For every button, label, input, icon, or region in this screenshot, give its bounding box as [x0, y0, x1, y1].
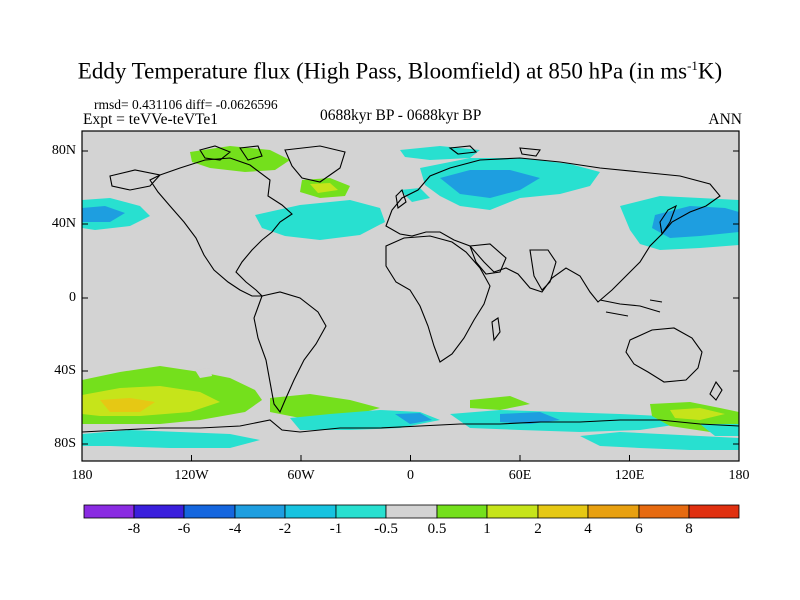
ytick-label: 0 — [69, 290, 76, 305]
anomaly-fields — [82, 146, 739, 450]
colorbar-label: -0.5 — [374, 521, 398, 537]
anomaly-yellow-natl — [310, 183, 338, 193]
colorbar-label: -4 — [228, 521, 242, 537]
anomaly-blue-npac-e — [652, 206, 739, 238]
coast-japan — [659, 204, 678, 236]
anomaly-green-arctic — [190, 146, 290, 172]
anomaly-green-so-patch — [150, 372, 178, 384]
coast-antarctica — [82, 419, 739, 433]
colorbar-label: -8 — [127, 521, 141, 537]
coast-new-zealand — [709, 380, 723, 401]
colorbar-label: -6 — [177, 521, 191, 537]
ytick-label: 80S — [54, 436, 76, 451]
colorbar-bin-10 — [587, 504, 640, 519]
colorbar-label: -2 — [278, 521, 292, 537]
coast-alaska — [109, 169, 162, 191]
coast-uk — [395, 188, 407, 209]
colorbar-label: 1 — [483, 521, 491, 537]
xtick-label: 120W — [174, 468, 209, 483]
ytick-label: 40S — [54, 363, 76, 378]
xtick-label: 180 — [728, 468, 750, 483]
colorbar-label: 4 — [584, 521, 592, 537]
x-ticks — [81, 455, 740, 461]
colorbar-label: 6 — [635, 521, 643, 537]
coast-madagascar — [491, 317, 501, 342]
xtick-label: 60W — [287, 468, 315, 483]
anomaly-cyan-so-far-e — [700, 424, 739, 436]
anomaly-cyan-arctic-top — [400, 146, 480, 160]
xtick-label: 120E — [614, 468, 645, 483]
colorbar-bin-1 — [133, 504, 185, 519]
anomaly-gray-hole — [195, 368, 212, 378]
colorbar-label: 0.5 — [427, 521, 447, 537]
xtick-label: 0 — [407, 468, 414, 483]
colorbar-bin-4 — [284, 504, 337, 519]
xtick-label: 180 — [71, 468, 93, 483]
colorbar-label: -1 — [329, 521, 343, 537]
anomaly-cyan-antarctic-e — [580, 432, 739, 450]
colorbar-bin-5 — [335, 504, 387, 519]
coast-australia — [625, 327, 703, 383]
coast-eurasia — [385, 157, 721, 303]
xtick-label: 60E — [508, 468, 532, 483]
anomaly-green-so-e — [470, 396, 530, 410]
colorbar-bin-8 — [486, 504, 539, 519]
colorbar-bin-7 — [436, 504, 488, 519]
y-ticks — [82, 150, 739, 445]
colorbar-bin-11 — [638, 504, 690, 519]
season-label: ANN — [708, 111, 742, 128]
coastlines — [82, 145, 739, 433]
anomaly-blue-eurasia — [440, 170, 540, 198]
anomaly-blue-so-mid — [395, 413, 432, 424]
coast-arabia — [469, 243, 507, 275]
chart-title: Eddy Temperature flux (High Pass, Bloomf… — [77, 58, 723, 84]
ytick-label: 40N — [51, 216, 76, 231]
coast-north-america — [149, 157, 293, 297]
colorbar-bin-6 — [385, 504, 438, 519]
coast-south-america — [253, 291, 327, 414]
colorbar-bin-9 — [537, 504, 589, 519]
anomaly-cyan-europe-s — [400, 188, 430, 202]
stats-text: rmsd= 0.431106 diff= -0.0626596 — [94, 97, 278, 112]
anomaly-green-so-mid — [270, 394, 380, 418]
coast-india — [529, 249, 557, 291]
colorbar-bin-0 — [83, 504, 135, 519]
experiment-label: Expt = teVVe-teVTe1 — [83, 111, 219, 128]
colorbar-label: 8 — [685, 521, 693, 537]
colorbar-bin-2 — [183, 504, 236, 519]
coast-greenland — [284, 145, 346, 183]
coast-indonesia — [599, 299, 663, 317]
anomaly-yellow-so-far-e — [670, 408, 725, 420]
colorbar — [83, 504, 740, 519]
colorbar-bin-12 — [688, 504, 740, 519]
coast-arctic-islands — [199, 145, 541, 161]
anomaly-blue-so-e — [500, 412, 560, 424]
anomaly-orange-so-w — [100, 398, 155, 412]
colorbar-bin-3 — [234, 504, 286, 519]
coast-africa — [385, 235, 491, 363]
period-label: 0688kyr BP - 0688kyr BP — [320, 107, 482, 124]
ytick-label: 80N — [51, 143, 76, 158]
colorbar-label: 2 — [534, 521, 542, 537]
anomaly-cyan-antarctic-w — [82, 430, 260, 448]
anomaly-blue-npac-w — [82, 206, 125, 222]
